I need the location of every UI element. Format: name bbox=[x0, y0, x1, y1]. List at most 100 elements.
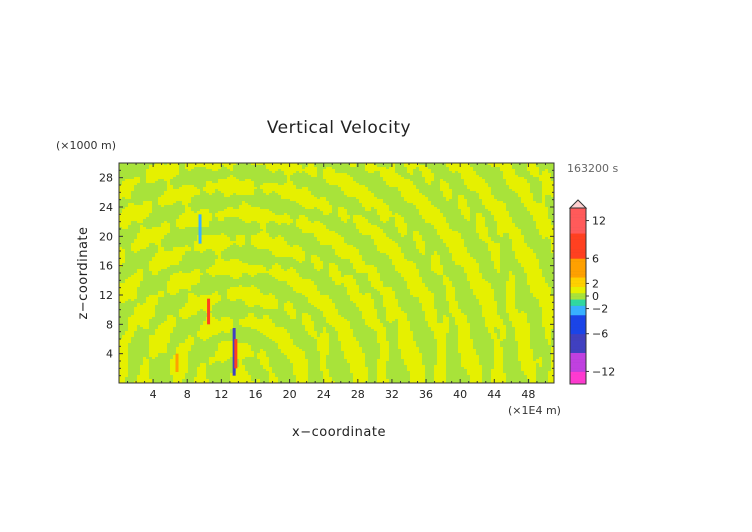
colorbar-segment bbox=[570, 283, 586, 287]
colorbar-segment bbox=[570, 270, 586, 275]
x-tick-label: 20 bbox=[283, 388, 297, 401]
x-axis-label: x−coordinate bbox=[292, 425, 386, 440]
x-tick-label: 24 bbox=[317, 388, 331, 401]
x-tick-label: 40 bbox=[453, 388, 467, 401]
colorbar-segment bbox=[570, 214, 586, 218]
colorbar-segment bbox=[570, 380, 586, 385]
colorbar-segment bbox=[570, 349, 586, 353]
colorbar-segment bbox=[570, 371, 586, 375]
colorbar-segment bbox=[570, 264, 586, 269]
y-axis: 4 8 12 16 20 24 28 bbox=[99, 169, 554, 377]
velocity-feature bbox=[234, 339, 238, 369]
colorbar-segment bbox=[570, 377, 586, 382]
colorbar-segment bbox=[570, 252, 586, 256]
x-tick-label: 48 bbox=[521, 388, 535, 401]
colorbar-segment bbox=[570, 286, 586, 291]
colorbar: 12 6 20−2 −6 −12 bbox=[568, 199, 615, 385]
colorbar-segment bbox=[570, 362, 586, 366]
y-tick-label: 24 bbox=[99, 201, 113, 214]
colorbar-segment bbox=[570, 211, 586, 215]
colorbar-segment bbox=[570, 330, 586, 335]
velocity-feature bbox=[232, 328, 236, 376]
y-axis-label: z−coordinate bbox=[76, 226, 91, 319]
colorbar-segment bbox=[570, 239, 586, 243]
colorbar-segment bbox=[570, 343, 586, 347]
colorbar-segment bbox=[570, 327, 586, 331]
y-tick-label: 16 bbox=[99, 260, 113, 273]
colorbar-segment bbox=[570, 248, 586, 253]
y-tick-label: 12 bbox=[99, 289, 113, 302]
x-tick-label: 28 bbox=[351, 388, 365, 401]
colorbar-segment bbox=[570, 318, 586, 322]
colorbar-segment bbox=[570, 277, 586, 281]
colorbar-segment bbox=[570, 261, 586, 265]
y-tick-label: 8 bbox=[106, 318, 113, 331]
colorbar-segment bbox=[570, 340, 586, 344]
colorbar-segment bbox=[570, 365, 586, 369]
colorbar-segment bbox=[570, 274, 586, 278]
velocity-feature bbox=[198, 214, 202, 244]
colorbar-segment bbox=[570, 324, 586, 328]
colorbar-segment bbox=[570, 321, 586, 325]
colorbar-segment bbox=[570, 258, 586, 262]
x-tick-label: 44 bbox=[487, 388, 501, 401]
colorbar-segment bbox=[570, 352, 586, 357]
colorbar-segment bbox=[570, 299, 586, 303]
colorbar-segment bbox=[570, 292, 586, 297]
time-label: 163200 s bbox=[567, 162, 618, 175]
colorbar-segment bbox=[570, 289, 586, 294]
colorbar-segment bbox=[570, 346, 586, 350]
y-tick-label: 28 bbox=[99, 172, 113, 185]
plot-area bbox=[119, 163, 554, 383]
colorbar-segment bbox=[570, 305, 586, 309]
colorbar-segment bbox=[570, 233, 586, 237]
velocity-feature bbox=[207, 298, 211, 325]
colorbar-segment bbox=[570, 314, 586, 319]
colorbar-segment bbox=[570, 358, 586, 363]
field-pattern bbox=[119, 163, 554, 383]
colorbar-segment bbox=[570, 336, 586, 341]
colorbar-segment bbox=[570, 242, 586, 247]
colorbar-segment bbox=[570, 296, 586, 300]
colorbar-tick-label: −6 bbox=[592, 328, 608, 341]
colorbar-segment bbox=[570, 333, 586, 338]
colorbar-tick-label: 12 bbox=[592, 215, 606, 228]
y-tick-label: 20 bbox=[99, 230, 113, 243]
x-unit-label: (×1E4 m) bbox=[508, 404, 561, 417]
colorbar-segment bbox=[570, 374, 586, 379]
colorbar-segment bbox=[570, 230, 586, 234]
x-tick-label: 16 bbox=[248, 388, 262, 401]
colorbar-segment bbox=[570, 302, 586, 306]
x-tick-label: 12 bbox=[214, 388, 228, 401]
colorbar-segment bbox=[570, 223, 586, 228]
x-tick-label: 36 bbox=[419, 388, 433, 401]
colorbar-segment bbox=[570, 255, 586, 259]
colorbar-tick-label: 6 bbox=[592, 252, 599, 265]
colorbar-extend-arrow bbox=[568, 199, 588, 209]
colorbar-segment bbox=[570, 236, 586, 240]
colorbar-segment bbox=[570, 226, 586, 231]
velocity-feature bbox=[175, 353, 179, 372]
colorbar-segment bbox=[570, 245, 586, 250]
colorbar-segment bbox=[570, 220, 586, 225]
x-tick-label: 4 bbox=[150, 388, 157, 401]
colorbar-tick-label: −2 bbox=[592, 303, 608, 316]
y-unit-label: (×1000 m) bbox=[56, 139, 116, 152]
colorbar-segment bbox=[570, 208, 586, 212]
colorbar-tick-label: −12 bbox=[592, 365, 615, 378]
colorbar-segment bbox=[570, 308, 586, 313]
x-tick-label: 32 bbox=[385, 388, 399, 401]
colorbar-segment bbox=[570, 368, 586, 372]
x-axis: 4 8 12 16 20 24 28 32 36 40 44 48 bbox=[127, 163, 546, 401]
chart-title: Vertical Velocity bbox=[267, 118, 411, 138]
colorbar-segment bbox=[570, 267, 586, 272]
colorbar-segment bbox=[570, 280, 586, 284]
x-tick-label: 8 bbox=[184, 388, 191, 401]
colorbar-segment bbox=[570, 311, 586, 316]
colorbar-tick-label: 0 bbox=[592, 290, 599, 303]
colorbar-segment bbox=[570, 217, 586, 221]
y-tick-label: 4 bbox=[106, 348, 113, 361]
colorbar-segment bbox=[570, 355, 586, 360]
colorbar-tick-label: 2 bbox=[592, 277, 599, 290]
